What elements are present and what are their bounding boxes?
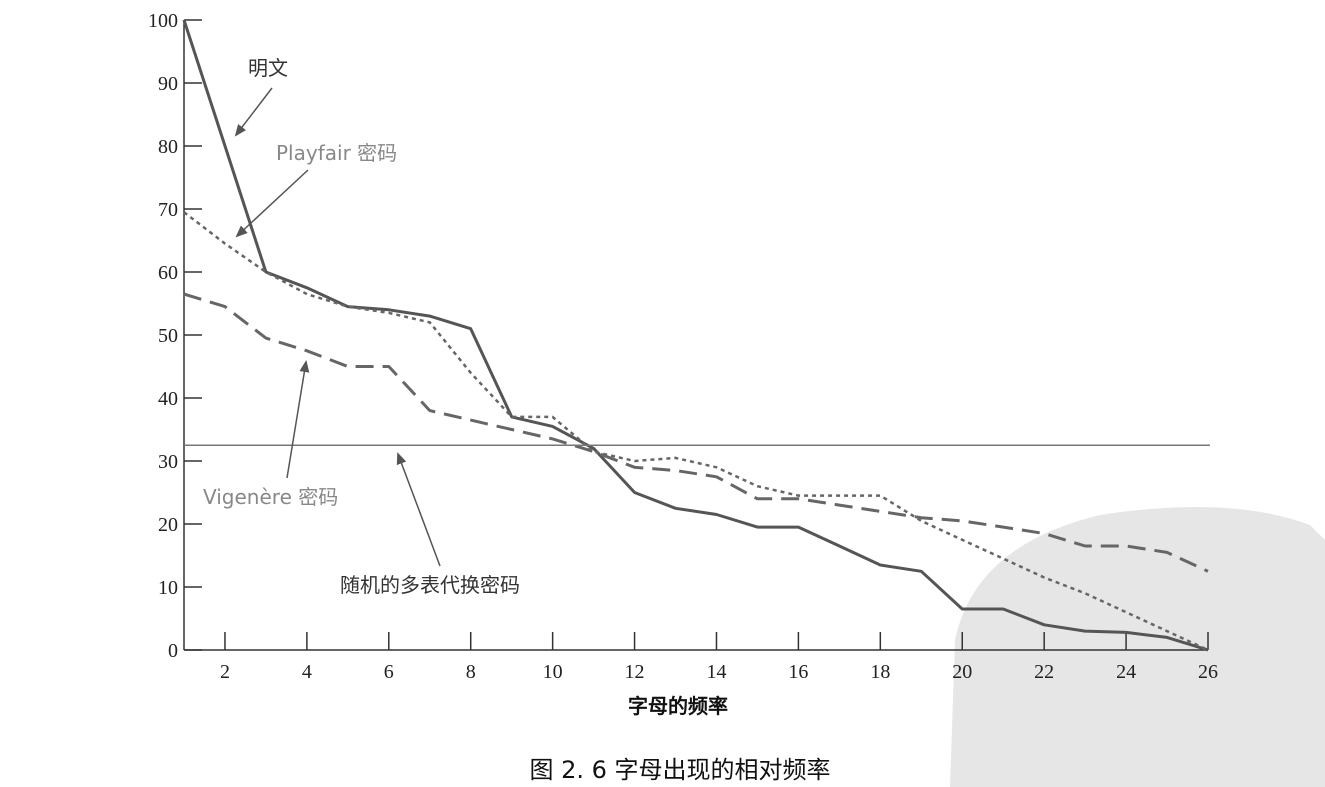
legend-random-label: 随机的多表代换密码 [340,573,520,597]
x-tick-label: 10 [543,661,563,683]
playfair-arrow [235,169,309,238]
y-tick-label: 0 [168,640,178,662]
y-tick-label: 70 [158,199,178,221]
x-tick-label: 14 [706,661,726,683]
series-layer [182,19,1210,652]
series-vigenere-line [183,292,1209,573]
x-tick-label: 6 [384,661,394,683]
x-tick-label: 2 [220,661,230,683]
figure-caption: 图 2. 6 字母出现的相对频率 [529,756,830,784]
y-tick-label: 90 [158,73,178,95]
y-tick-label: 10 [158,577,178,599]
x-tick-label: 16 [788,661,808,683]
x-tick-label: 20 [952,661,972,683]
x-tick-label: 4 [302,661,312,683]
x-tick-label: 8 [466,661,476,683]
vigenere-arrow [286,360,310,479]
x-tick-label: 18 [870,661,890,683]
legend-vigenere-label: Vigenère 密码 [203,485,338,509]
y-tick-label: 80 [158,136,178,158]
y-tick-label: 20 [158,514,178,536]
y-tick-label: 60 [158,262,178,284]
x-tick-label: 26 [1198,661,1218,683]
legend-plaintext-label: 明文 [248,56,288,80]
annotations: 明文 Playfair 密码 Vigenère 密码 随机的多表代换密码 [203,56,520,597]
y-tick-label: 100 [148,10,178,32]
x-axis-title: 字母的频率 [628,694,728,718]
x-tick-label: 22 [1034,661,1054,683]
legend-playfair-label: Playfair 密码 [276,141,397,165]
plaintext-arrow [234,87,273,137]
x-tick-label: 12 [625,661,645,683]
y-tick-label: 50 [158,325,178,347]
y-tick-label: 40 [158,388,178,410]
y-tick-label: 30 [158,451,178,473]
random-arrow [396,452,441,567]
series-plaintext-line [182,19,1209,652]
x-tick-label: 24 [1116,661,1136,683]
